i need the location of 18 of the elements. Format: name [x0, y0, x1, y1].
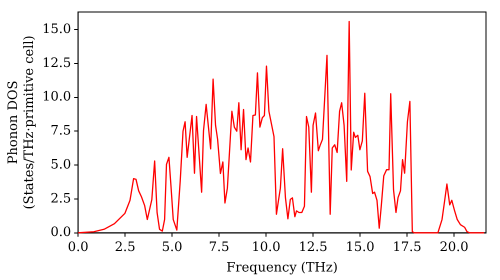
- x-axis-title: Frequency (THz): [226, 260, 338, 276]
- y-tick-label: 2.5: [50, 191, 72, 206]
- x-tick-label: 10.0: [252, 240, 281, 255]
- x-tick-label: 5.0: [162, 240, 182, 255]
- y-tick-label: 12.5: [42, 56, 72, 71]
- x-tick-label: 12.5: [298, 240, 328, 255]
- y-tick-label: 10.0: [42, 90, 72, 105]
- y-tick-label: 0.0: [50, 225, 72, 240]
- y-tick-label: 5.0: [50, 157, 72, 172]
- y-tick-label: 7.5: [50, 124, 72, 139]
- x-tick-label: 0.0: [68, 240, 88, 255]
- y-axis-title: Phonon DOS (States/THz·primitive cell): [6, 35, 37, 210]
- x-tick-label: 20.0: [440, 240, 469, 255]
- x-tick-label: 15.0: [346, 240, 375, 255]
- x-tick-label: 2.5: [114, 240, 136, 255]
- x-tick-label: 7.5: [208, 240, 230, 255]
- y-tick-label: 15.0: [42, 22, 72, 37]
- x-tick-label: 17.5: [392, 240, 422, 255]
